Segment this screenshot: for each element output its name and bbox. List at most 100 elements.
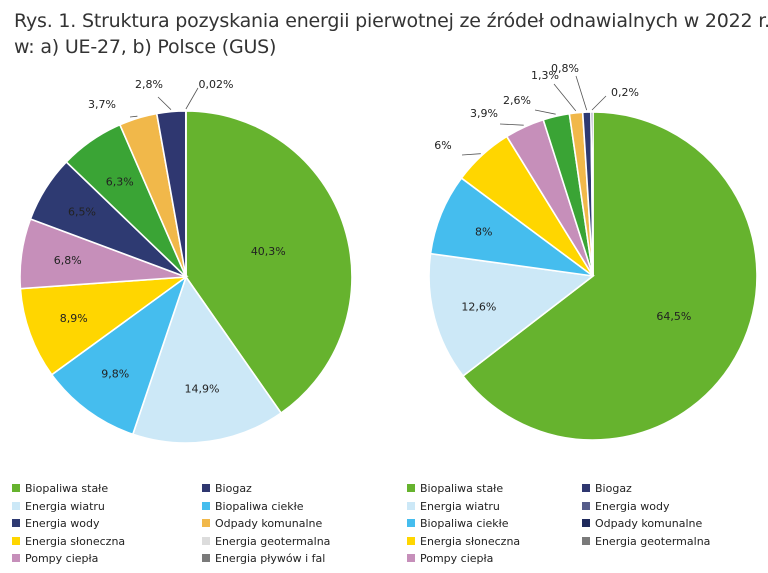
legend-label: Biopaliwa stałe [420, 482, 504, 495]
data-label-eu-biogaz: 6,3% [106, 176, 134, 189]
legend-label: Energia wiatru [25, 499, 105, 513]
slice-eu-biopaliwa-ciekle [50, 274, 188, 436]
pie-eu: 40,3% 14,9% 9,8% 8,9% 6,8% 6,5% 6,3% 3,7% 2,8% 0,… [19, 78, 353, 444]
figure-title: Rys. 1. Struktura pozyskania energii pie… [14, 8, 768, 60]
legend-item-pl-biogaz: Biogaz [582, 482, 632, 496]
legend-swatch [407, 484, 415, 492]
leader-line-pl-pompy-ciepla [499, 123, 524, 126]
data-label-eu-energia-wody: 6,5% [68, 206, 96, 219]
leader-line-pl-energia-wody [575, 75, 588, 111]
slice-pl-biopaliwa-stale [461, 111, 758, 441]
leader-line-eu-energia-plywow-i-fal [185, 87, 199, 110]
legend-swatch [582, 484, 590, 492]
legend-label: Biogaz [215, 482, 252, 495]
data-label-eu-energia-sloneczna: 8,9% [60, 312, 88, 325]
legend-item-pl-biopaliwa-stale: Biopaliwa stałe [407, 482, 503, 496]
legend-item-eu-biopaliwa-ciekle: Biopaliwa ciekłe [202, 500, 304, 514]
data-label-eu-energia-geotermalna: 2,8% [135, 78, 163, 91]
legend-label: Energia wody [25, 517, 100, 530]
leader-line-pl-energia-geotermalna [591, 95, 607, 111]
legend-swatch [202, 536, 210, 545]
slice-pl-energia-wiatru [428, 252, 596, 378]
legend-label: Energia geotermalna [215, 534, 331, 548]
legend-item-pl-pompy-ciepla: Pompy ciepła [407, 552, 493, 566]
legend-label: Energia słoneczna [25, 534, 126, 548]
pie-pl: 64,5% 12,6% 8% 6% 3,9% 2,6%1,3%0,8% 0,2% [428, 62, 758, 441]
legend-label: Biogaz [595, 482, 632, 495]
slice-eu-energia-wiatru [131, 275, 283, 444]
legend-label: Odpady komunalne [215, 517, 323, 530]
data-label-eu-biopaliwa-ciekle: 9,8% [101, 367, 129, 380]
data-label-pl-energia-sloneczna: 6% [434, 139, 451, 152]
legend-swatch [12, 484, 20, 492]
legend-swatch [582, 536, 590, 545]
legend-item-pl-energia-wody: Energia wody [582, 500, 670, 514]
legend-item-pl-energia-sloneczna: Energia słoneczna [407, 535, 520, 549]
legend-label: Energia słoneczna [420, 534, 521, 548]
legend-swatch [582, 501, 590, 510]
legend-item-eu-pompy-ciepla: Pompy ciepła [12, 552, 98, 566]
legend-swatch [202, 554, 210, 562]
legend-swatch [12, 536, 20, 545]
legend-label: Biopaliwa ciekłe [420, 517, 509, 530]
legend-item-eu-biogaz: Biogaz [202, 482, 252, 496]
legend-item-eu-energia-geotermalna: Energia geotermalna [202, 535, 330, 549]
legend-item-eu-odpady-komunalne: Odpady komunalne [202, 517, 322, 531]
legend-item-eu-energia-wiatru: Energia wiatru [12, 500, 105, 514]
data-label-eu-biopaliwa-stale: 40,3% [251, 245, 286, 258]
legend-eu27: Biopaliwa stałe Biogaz Energia wiatru Biopa… [12, 482, 392, 572]
legend-label: Energia wiatru [420, 499, 500, 513]
legend-swatch [202, 519, 210, 527]
leader-line-eu-energia-geotermalna [157, 96, 172, 110]
legend-swatch [407, 536, 415, 545]
slice-eu-biopaliwa-stale [185, 110, 353, 415]
legend-swatch [407, 501, 415, 510]
data-label-pl-energia-wody: 0,8% [551, 62, 579, 75]
legend-item-eu-energia-wody: Energia wody [12, 517, 100, 531]
figure-title-line1: Rys. 1. Struktura pozyskania energii pie… [14, 10, 768, 32]
figure-title-line2: w: a) UE-27, b) Polsce (GUS) [14, 36, 277, 58]
leader-line-pl-odpady-komunalne [553, 83, 577, 112]
legend-item-pl-energia-geotermalna: Energia geotermalna [582, 535, 710, 549]
data-label-pl-energia-wiatru: 12,6% [461, 300, 496, 313]
legend-label: Energia wody [595, 499, 670, 513]
data-label-eu-odpady-komunalne: 3,7% [88, 98, 116, 111]
slice-eu-energia-sloneczna [19, 276, 189, 376]
data-label-eu-energia-plywow-i-fal: 0,02% [199, 78, 234, 91]
data-label-pl-biogaz: 2,6% [503, 94, 531, 107]
leader-line-pl-biogaz [534, 109, 556, 115]
legend-label: Pompy ciepła [25, 552, 99, 565]
legend-swatch [12, 554, 20, 562]
legend-item-eu-energia-sloneczna: Energia słoneczna [12, 535, 125, 549]
legend-swatch [202, 484, 210, 492]
legend-swatch [407, 554, 415, 562]
legend-item-pl-energia-wiatru: Energia wiatru [407, 500, 500, 514]
legend-item-eu-biopaliwa-stale: Biopaliwa stałe [12, 482, 108, 496]
legend-label: Pompy ciepła [420, 552, 494, 565]
data-label-pl-pompy-ciepla: 3,9% [470, 107, 498, 120]
legend-label: Biopaliwa stałe [25, 482, 109, 495]
legend-label: Biopaliwa ciekłe [215, 499, 304, 513]
legend-swatch [202, 501, 210, 510]
legend-label: Energia geotermalna [595, 534, 711, 548]
leader-line-eu-odpady-komunalne [129, 115, 138, 118]
legend-item-pl-biopaliwa-ciekle: Biopaliwa ciekłe [407, 517, 509, 531]
legend-swatch [12, 501, 20, 510]
slice-pl-energia-geotermalna [590, 111, 594, 277]
data-label-pl-energia-geotermalna: 0,2% [611, 86, 639, 99]
legend-swatch [582, 519, 590, 527]
legend-item-pl-odpady-komunalne: Odpady komunalne [582, 517, 702, 531]
data-label-pl-biopaliwa-stale: 64,5% [656, 310, 691, 323]
legend-item-eu-energia-plywow-i-fal: Energia pływów i fal [202, 552, 325, 566]
legend-label: Energia pływów i fal [215, 552, 326, 565]
data-label-pl-odpady-komunalne: 1,3% [531, 69, 559, 82]
legend-label: Odpady komunalne [595, 517, 703, 530]
data-label-pl-biopaliwa-ciekle: 8% [475, 225, 492, 238]
legend-poland: Biopaliwa stałe Biogaz Energia wiatru Energ… [407, 482, 767, 572]
legend-swatch [12, 519, 20, 527]
leader-line-pl-energia-sloneczna [461, 153, 481, 156]
data-label-eu-energia-wiatru: 14,9% [185, 383, 220, 396]
legend-swatch [407, 519, 415, 527]
data-label-eu-pompy-ciepla: 6,8% [54, 254, 82, 267]
